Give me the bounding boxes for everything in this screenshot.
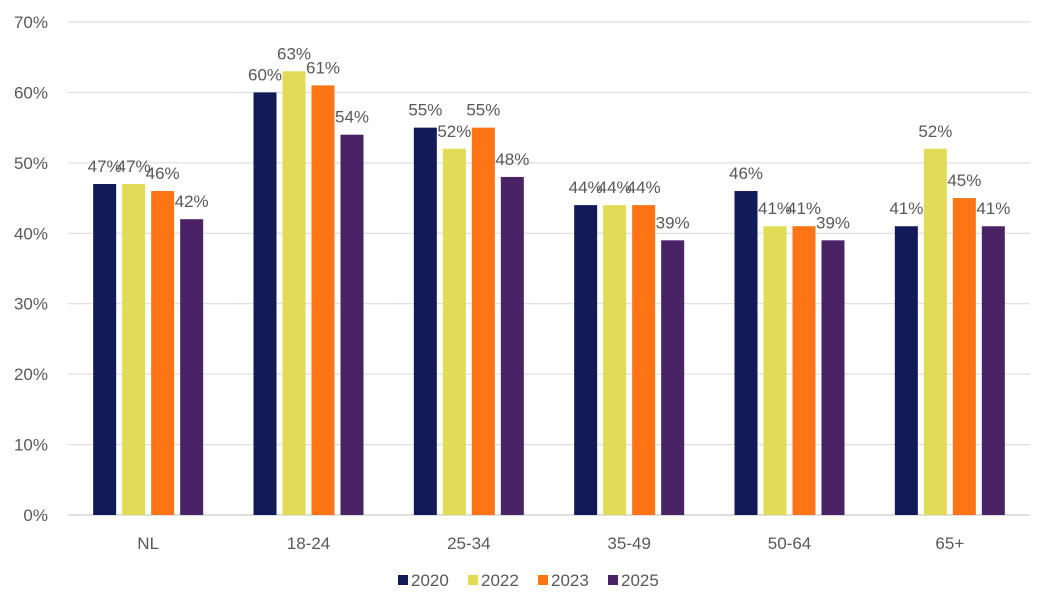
bar-2023-65+ [952,198,976,516]
data-label: 61% [306,58,340,77]
bar-2023-35-49 [632,205,656,515]
bar-2020-18-24 [253,92,277,515]
legend-swatch [538,575,548,585]
x-tick-label: 25-34 [447,534,490,553]
data-label: 60% [248,65,282,84]
bar-2025-18-24 [340,134,364,515]
y-tick-label: 10% [14,436,48,455]
y-axis: 0% 10% 20% 30% 40% 50% 60% 70% [14,13,48,525]
legend: 2020 2022 2023 2025 [398,571,659,590]
data-label: 41% [787,199,821,218]
bar-2025-50-64 [821,240,845,516]
y-tick-label: 30% [14,295,48,314]
bar-2025-35-49 [661,240,685,516]
x-axis: NL 18-24 25-34 35-49 50-64 65+ [137,534,964,553]
bar-2022-65+ [923,148,947,515]
bar-2025-NL [180,219,204,515]
y-tick-label: 60% [14,83,48,102]
bar-2023-50-64 [792,226,816,515]
data-label: 48% [495,150,529,169]
data-label: 41% [889,199,923,218]
x-tick-label: 50-64 [768,534,811,553]
bar-2022-NL [122,183,146,515]
data-label: 39% [656,213,690,232]
data-label: 46% [146,164,180,183]
bar-2022-18-24 [282,71,306,516]
data-label: 54% [335,108,369,127]
x-tick-label: 18-24 [287,534,330,553]
data-label: 47% [117,157,151,176]
data-label: 41% [976,199,1010,218]
bar-2020-25-34 [413,127,437,516]
legend-swatch [398,575,408,585]
legend-label: 2025 [621,571,659,590]
bar-2020-50-64 [734,191,758,515]
legend-label: 2022 [481,571,519,590]
bar-2022-50-64 [763,226,787,515]
legend-swatch [608,575,618,585]
bars [93,71,1005,516]
bar-2023-NL [151,191,175,515]
data-label: 44% [627,178,661,197]
y-tick-label: 0% [23,506,48,525]
legend-label: 2020 [411,571,449,590]
y-tick-label: 70% [14,13,48,32]
y-tick-label: 20% [14,365,48,384]
bar-2023-25-34 [471,127,495,516]
y-tick-label: 50% [14,154,48,173]
bar-2025-25-34 [500,176,524,515]
x-tick-label: NL [137,534,159,553]
data-label: 42% [175,192,209,211]
bar-2020-NL [93,183,117,515]
gridlines [68,21,1030,516]
data-label: 63% [277,44,311,63]
data-label: 52% [437,122,471,141]
x-tick-label: 65+ [935,534,964,553]
bar-2022-25-34 [442,148,466,515]
data-label: 55% [408,101,442,120]
y-tick-label: 40% [14,224,48,243]
data-label: 55% [466,101,500,120]
data-label: 41% [758,199,792,218]
data-label: 39% [816,213,850,232]
bar-2020-65+ [894,226,918,515]
bar-2023-18-24 [311,85,335,515]
data-label: 47% [88,157,122,176]
bar-2020-35-49 [574,205,598,515]
legend-label: 2023 [551,571,589,590]
data-label: 46% [729,164,763,183]
x-tick-label: 35-49 [607,534,650,553]
bar-2022-35-49 [603,205,627,515]
data-label: 52% [918,122,952,141]
data-label: 45% [947,171,981,190]
data-label: 44% [598,178,632,197]
data-labels: 47%47%46%42%60%63%61%54% 55%52%55%48%44%4… [88,44,1011,232]
bar-2025-65+ [981,226,1005,515]
legend-swatch [468,575,478,585]
data-label: 44% [569,178,603,197]
